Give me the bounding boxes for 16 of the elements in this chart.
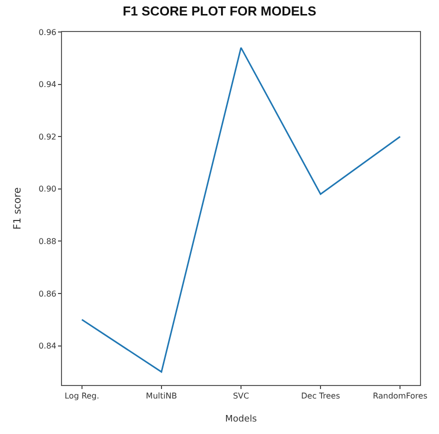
y-tick-label: 0.92 [38,132,56,142]
y-tick-label: 0.90 [38,184,56,194]
chart-title: F1 SCORE PLOT FOR MODELS [122,4,317,19]
x-tick-label: Dec Trees [301,392,340,401]
y-tick-label: 0.88 [38,236,56,246]
x-tick-label: SVC [232,392,250,401]
line-series [81,46,401,373]
y-axis-title: F1 score [12,187,24,230]
y-tick-label: 0.94 [38,80,56,90]
y-tick-label: 0.96 [38,28,56,37]
y-tick-label: 0.86 [38,289,56,298]
x-axis-title: Models [225,414,258,424]
x-tick-label: RandomFores [372,392,428,401]
x-tick-label: Log Reg. [64,392,100,401]
y-tick-label: 0.84 [38,342,56,351]
x-tick-label: MultiNB [146,392,177,401]
